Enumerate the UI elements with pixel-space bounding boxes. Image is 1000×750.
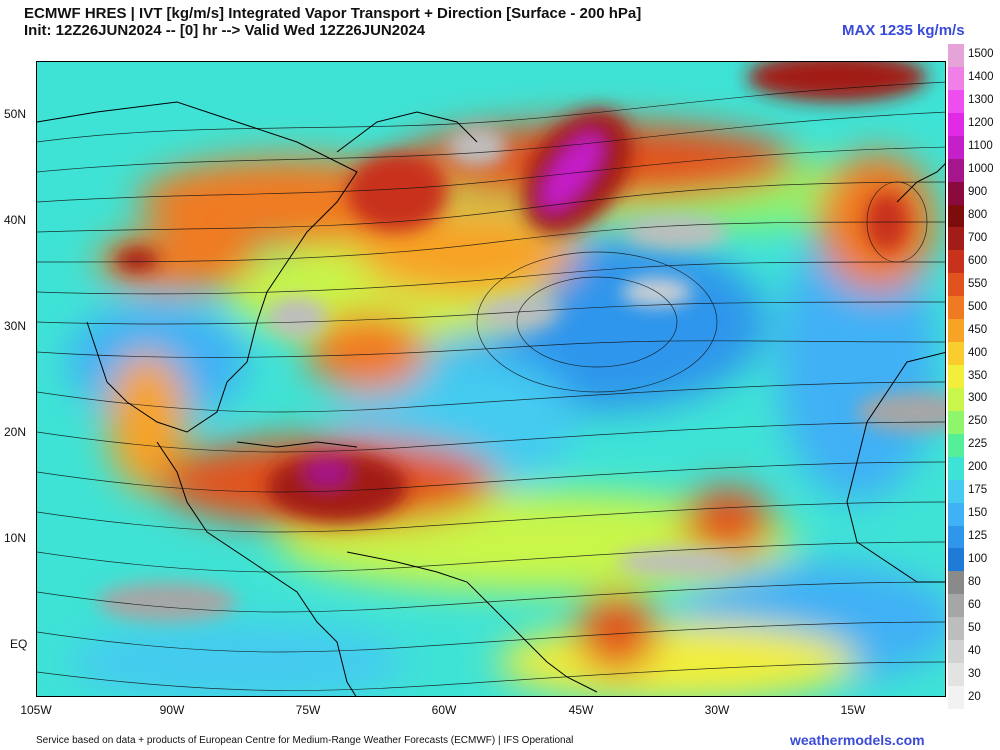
- colorbar-level-label: 20: [968, 690, 981, 703]
- colorbar-level-label: 125: [968, 530, 988, 543]
- lat-label-eq: EQ: [10, 637, 28, 651]
- colorbar-swatch: [948, 479, 964, 504]
- colorbar-level-label: 150: [968, 507, 988, 520]
- colorbar-level-label: 300: [968, 392, 988, 405]
- colorbar-swatch: [948, 135, 964, 160]
- attribution-text: Service based on data + products of Euro…: [36, 735, 574, 746]
- colorbar-swatch: [948, 640, 964, 664]
- lat-label-30n: 30N: [4, 319, 27, 333]
- lat-label-40n: 40N: [4, 213, 27, 227]
- colorbar-level-label: 80: [968, 575, 981, 588]
- colorbar-swatch: [948, 594, 964, 618]
- colorbar-swatch: [948, 204, 964, 228]
- lat-label-10n: 10N: [4, 531, 27, 545]
- colorbar-swatch: [948, 44, 964, 68]
- colorbar-swatch: [948, 387, 964, 412]
- colorbar-swatch: [948, 158, 964, 183]
- colorbar-swatch: [948, 365, 964, 389]
- colorbar-level-label: 60: [968, 598, 981, 611]
- colorbar-level-label: 40: [968, 644, 981, 657]
- colorbar-swatch: [948, 66, 964, 91]
- lon-label-30w: 30W: [704, 703, 730, 717]
- colorbar-level-label: 1300: [968, 94, 994, 107]
- colorbar-swatch: [948, 273, 964, 297]
- colorbar-swatch: [948, 319, 964, 343]
- colorbar-swatch: [948, 571, 964, 595]
- colorbar-swatch: [948, 410, 964, 435]
- lon-label-75w: 75W: [295, 703, 321, 717]
- colorbar-swatch: [948, 181, 964, 205]
- lon-label-15w: 15W: [840, 703, 866, 717]
- colorbar-level-label: 1000: [968, 163, 994, 176]
- ivt-map: [36, 61, 946, 697]
- colorbar-swatch: [948, 502, 964, 527]
- colorbar-level-label: 550: [968, 277, 988, 290]
- colorbar-level-label: 1200: [968, 117, 994, 130]
- colorbar-swatch: [948, 686, 964, 710]
- brand-link[interactable]: weathermodels.com: [790, 732, 925, 748]
- colorbar-level-label: 225: [968, 438, 988, 451]
- colorbar-swatch: [948, 433, 964, 458]
- colorbar-level-label: 200: [968, 461, 988, 474]
- lat-label-50n: 50N: [4, 107, 27, 121]
- colorbar-level-label: 1500: [968, 48, 994, 61]
- colorbar: [948, 44, 964, 710]
- colorbar-level-label: 400: [968, 346, 988, 359]
- ivt-field-graphic: [37, 62, 945, 696]
- colorbar-swatch: [948, 548, 964, 572]
- colorbar-swatch: [948, 112, 964, 137]
- colorbar-swatch: [948, 296, 964, 320]
- colorbar-swatch: [948, 663, 964, 687]
- colorbar-level-label: 1400: [968, 71, 994, 84]
- lon-label-45w: 45W: [568, 703, 594, 717]
- colorbar-swatch: [948, 525, 964, 549]
- colorbar-swatch: [948, 456, 964, 481]
- colorbar-level-label: 500: [968, 300, 988, 313]
- colorbar-swatch: [948, 342, 964, 366]
- colorbar-level-label: 450: [968, 323, 988, 336]
- lat-label-20n: 20N: [4, 425, 27, 439]
- lon-label-105w: 105W: [20, 703, 52, 717]
- max-value-label: MAX 1235 kg/m/s: [842, 22, 965, 39]
- colorbar-level-label: 350: [968, 369, 988, 382]
- lon-label-90w: 90W: [159, 703, 185, 717]
- colorbar-swatch: [948, 250, 964, 274]
- colorbar-level-label: 700: [968, 231, 988, 244]
- colorbar-level-label: 30: [968, 667, 981, 680]
- lon-label-60w: 60W: [431, 703, 457, 717]
- colorbar-level-label: 800: [968, 208, 988, 221]
- colorbar-swatch: [948, 227, 964, 251]
- colorbar-level-label: 900: [968, 186, 988, 199]
- colorbar-swatch: [948, 89, 964, 114]
- colorbar-level-label: 1100: [968, 140, 993, 153]
- colorbar-level-label: 600: [968, 254, 988, 267]
- colorbar-level-label: 50: [968, 621, 981, 634]
- colorbar-swatch: [948, 617, 964, 641]
- map-title: ECMWF HRES | IVT [kg/m/s] Integrated Vap…: [24, 5, 642, 22]
- colorbar-level-label: 250: [968, 415, 988, 428]
- colorbar-level-label: 100: [968, 552, 988, 565]
- map-subtitle: Init: 12Z26JUN2024 -- [0] hr --> Valid W…: [24, 22, 426, 39]
- colorbar-level-label: 175: [968, 484, 988, 497]
